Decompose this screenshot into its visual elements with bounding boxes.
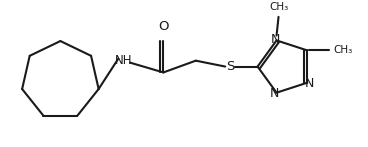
Text: CH₃: CH₃ (334, 45, 353, 55)
Text: N: N (270, 87, 279, 100)
Text: CH₃: CH₃ (269, 2, 288, 12)
Text: O: O (158, 20, 169, 33)
Text: N: N (271, 33, 280, 46)
Text: NH: NH (114, 54, 132, 67)
Text: N: N (305, 77, 314, 90)
Text: S: S (226, 60, 234, 73)
